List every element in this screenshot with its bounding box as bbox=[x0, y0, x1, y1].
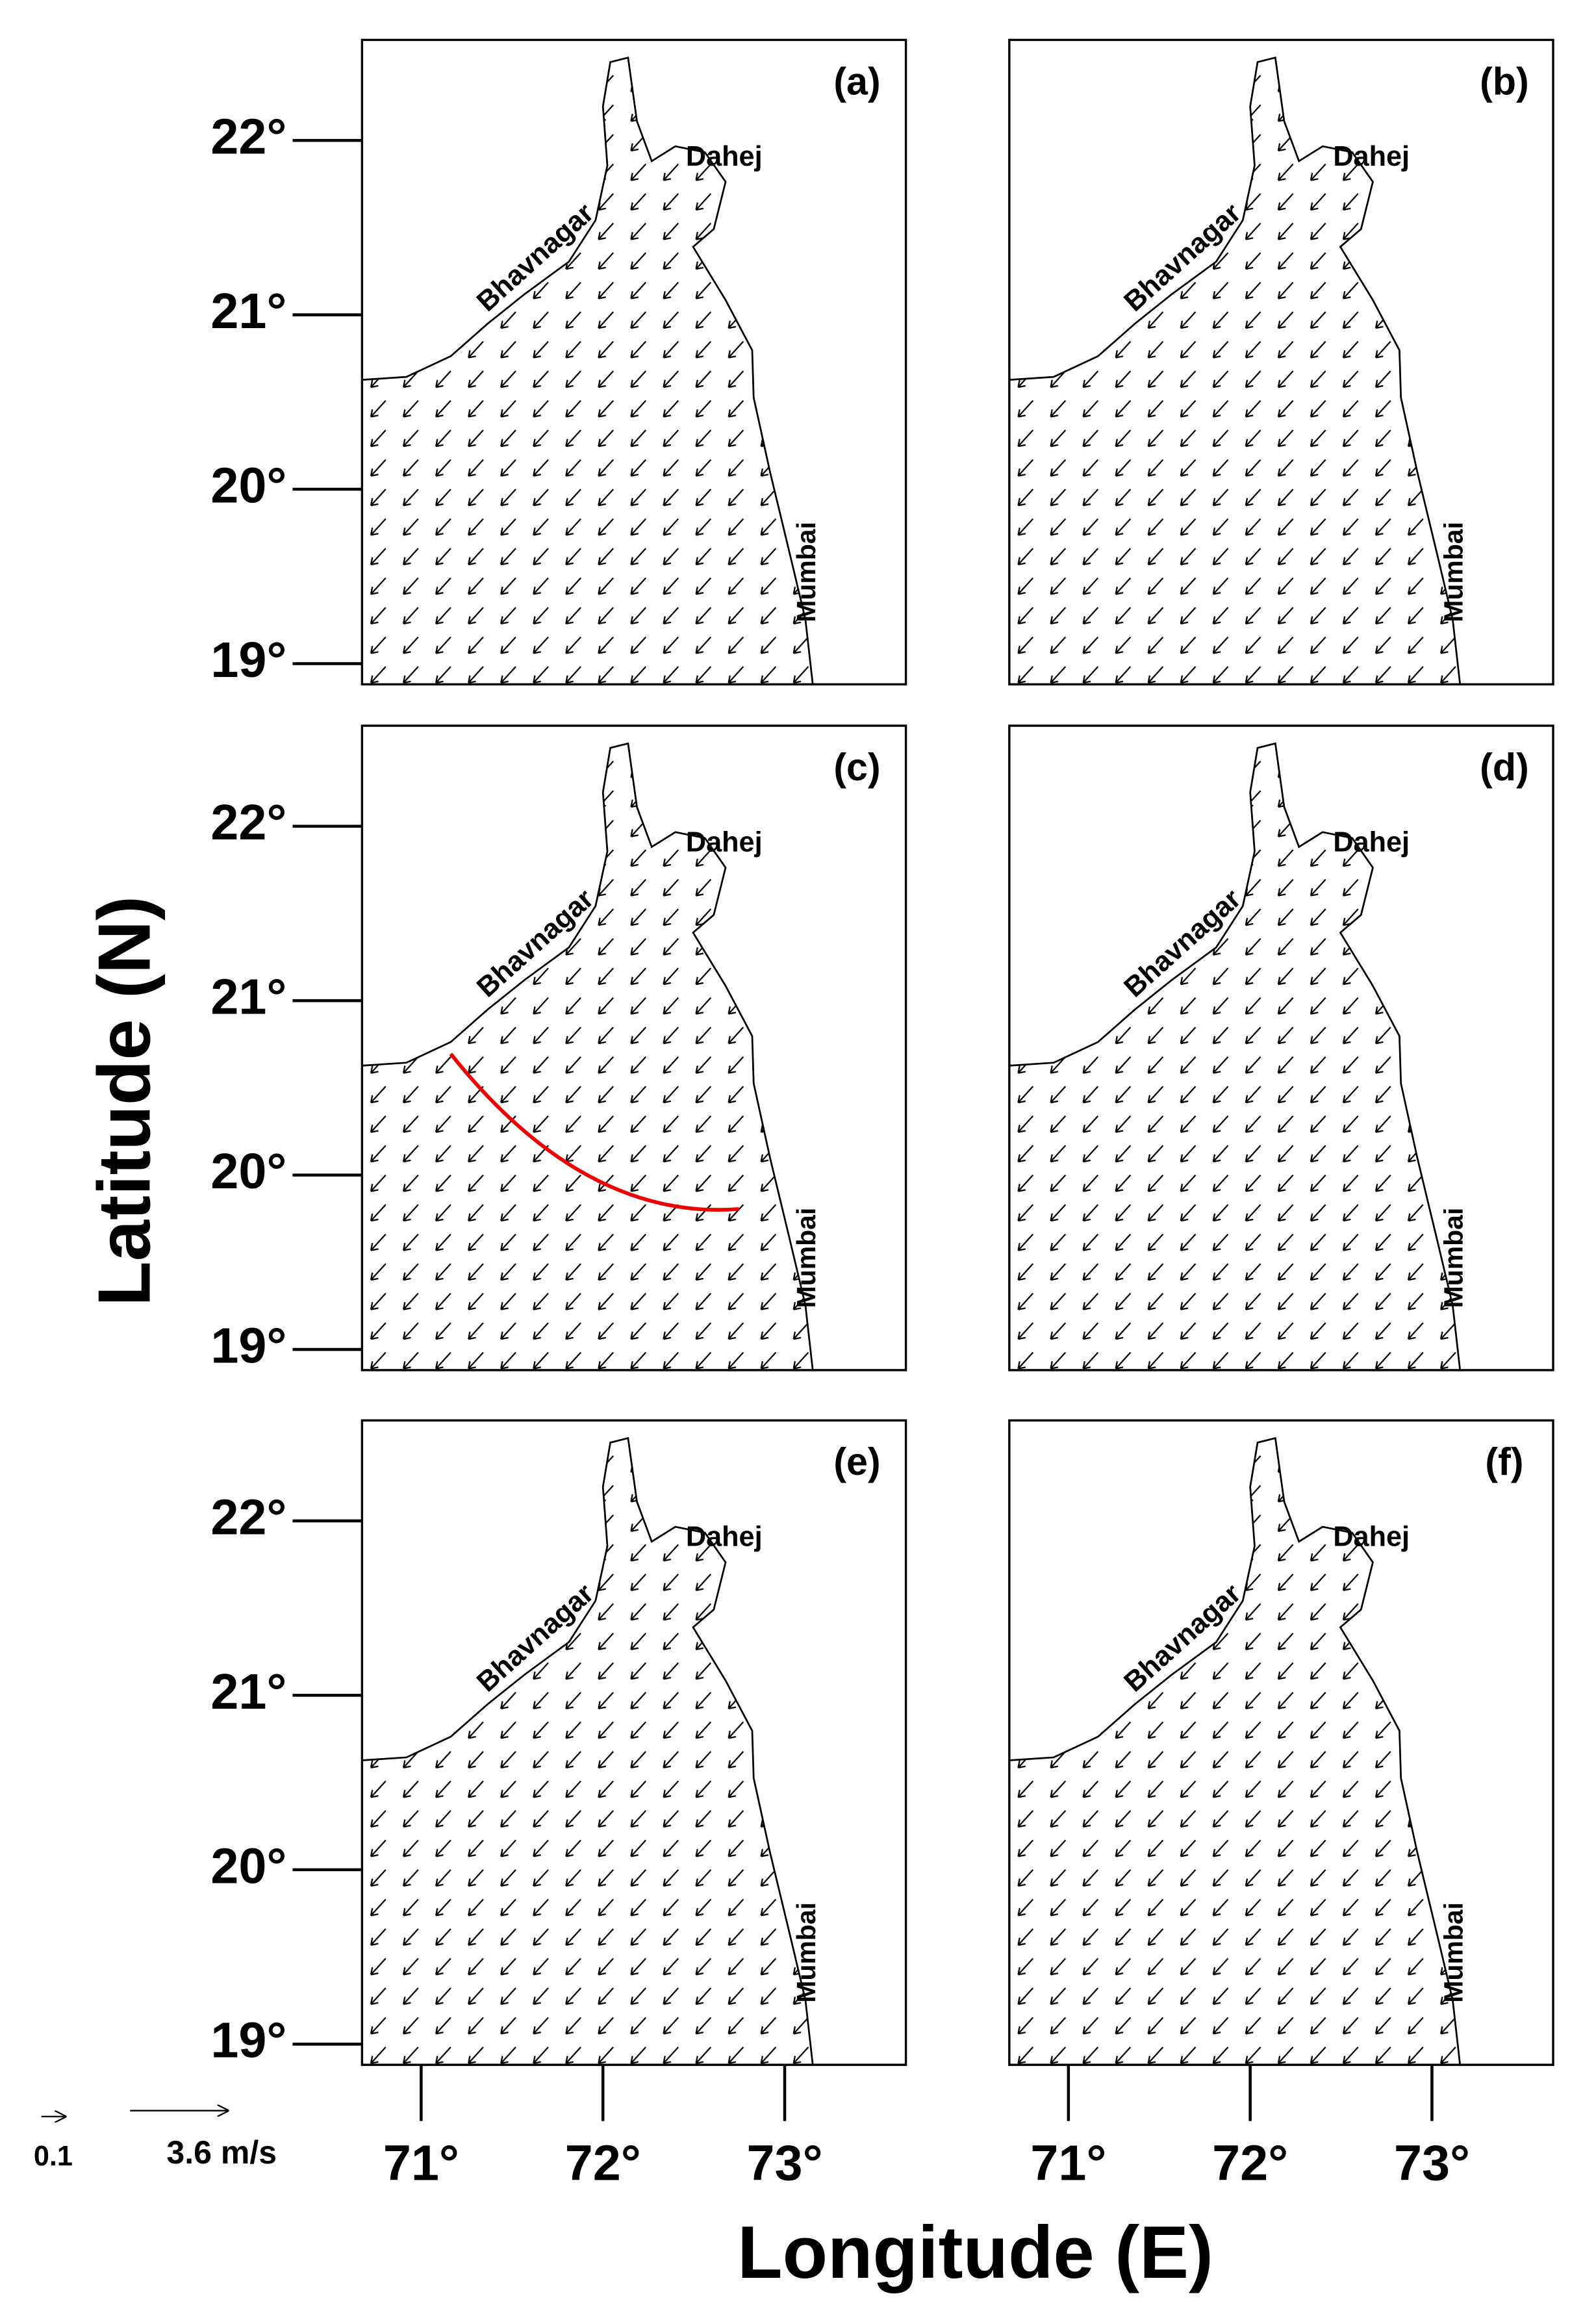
lat-tick-label: 20° bbox=[210, 1838, 286, 1894]
lat-tick-label: 21° bbox=[210, 1664, 286, 1720]
sea-vectors bbox=[362, 743, 813, 1370]
lon-tick-label: 72° bbox=[565, 2136, 641, 2191]
sea-vectors bbox=[362, 1438, 813, 2065]
lat-tick-label: 21° bbox=[210, 283, 286, 339]
place-label: Dahej bbox=[686, 826, 763, 858]
panel-frame bbox=[361, 724, 907, 1372]
place-label: Mumbai bbox=[1439, 522, 1469, 622]
lat-tick-label: 21° bbox=[210, 969, 286, 1025]
place-label: Dahej bbox=[686, 1522, 763, 1553]
coastline bbox=[362, 57, 814, 685]
panel-label: (f) bbox=[1485, 1440, 1523, 1483]
lon-tick-label: 72° bbox=[1212, 2136, 1288, 2191]
lat-tick-label: 19° bbox=[210, 632, 286, 688]
lon-tick-label: 73° bbox=[1394, 2136, 1470, 2191]
panel-label: (e) bbox=[833, 1440, 880, 1483]
place-label: Dahej bbox=[1333, 141, 1410, 172]
x-axis-label: Longitude (E) bbox=[737, 2212, 1213, 2294]
panel-frame bbox=[1008, 1419, 1554, 2066]
panel-label: (c) bbox=[833, 745, 880, 789]
lat-tick-label: 19° bbox=[210, 2013, 286, 2069]
panel-frame bbox=[1008, 38, 1554, 686]
scale-label: 3.6 m/s bbox=[166, 2134, 277, 2171]
panel-frame bbox=[361, 38, 907, 686]
lon-tick-label: 71° bbox=[383, 2136, 459, 2191]
coastline bbox=[362, 1436, 814, 2065]
scale-label: 0.1 bbox=[34, 2141, 73, 2172]
lat-tick-label: 22° bbox=[210, 1489, 286, 1545]
coastline bbox=[362, 742, 814, 1371]
place-label: Dahej bbox=[1333, 1522, 1410, 1553]
sea-vectors bbox=[1009, 57, 1460, 685]
place-label: Mumbai bbox=[1439, 1208, 1469, 1308]
lat-tick-label: 20° bbox=[210, 457, 286, 513]
front-line bbox=[449, 1053, 739, 1212]
lat-tick-label: 22° bbox=[210, 109, 286, 165]
y-axis-label: Latitude (N) bbox=[83, 896, 166, 1307]
panel-label: (a) bbox=[833, 59, 880, 103]
panel-frame bbox=[1008, 724, 1554, 1372]
lat-tick-label: 20° bbox=[210, 1143, 286, 1199]
lon-tick-label: 73° bbox=[747, 2136, 823, 2191]
lat-tick-label: 19° bbox=[210, 1318, 286, 1373]
place-label: Dahej bbox=[1333, 826, 1410, 858]
coastline bbox=[1009, 742, 1462, 1371]
sea-vectors bbox=[1009, 1438, 1460, 2065]
place-label: Mumbai bbox=[791, 522, 821, 622]
place-label: Mumbai bbox=[791, 1902, 821, 2003]
lon-tick-label: 71° bbox=[1030, 2136, 1106, 2191]
lat-tick-label: 22° bbox=[210, 795, 286, 850]
sea-vectors bbox=[362, 57, 813, 685]
panel-label: (d) bbox=[1480, 745, 1529, 789]
coastline bbox=[1009, 57, 1462, 685]
panel-frame bbox=[361, 1419, 907, 2066]
sea-vectors bbox=[1009, 743, 1460, 1370]
panel-label: (b) bbox=[1480, 59, 1529, 103]
place-label: Dahej bbox=[686, 141, 763, 172]
place-label: Mumbai bbox=[1439, 1902, 1469, 2003]
coastline bbox=[1009, 1436, 1462, 2065]
place-label: Mumbai bbox=[791, 1208, 821, 1308]
